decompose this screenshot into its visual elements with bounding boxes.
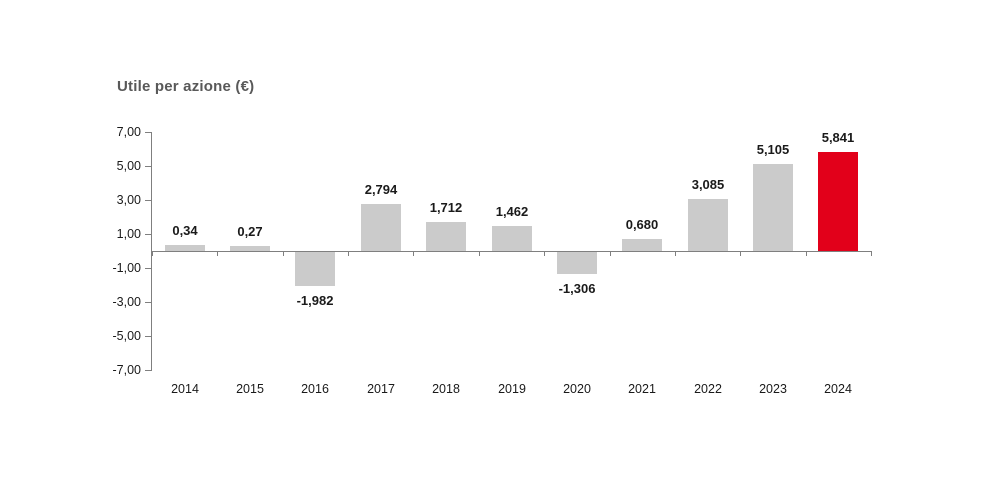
bar-2014 (165, 245, 205, 251)
y-axis-tick-label: 7,00 (116, 125, 141, 139)
x-axis-tick (479, 251, 480, 256)
x-axis-tick (544, 251, 545, 256)
bar-value-label-2016: -1,982 (296, 293, 334, 308)
bar-value-label-2014: 0,34 (172, 223, 198, 238)
bar-value-label-2019: 1,462 (495, 204, 529, 219)
bar-2022 (688, 199, 728, 251)
x-axis-category-label-2018: 2018 (432, 382, 460, 396)
x-axis-tick (152, 251, 153, 256)
y-axis-tick-label: -3,00 (112, 295, 142, 309)
x-axis-tick (413, 251, 414, 256)
bar-2015 (230, 246, 270, 251)
x-axis-category-label-2024: 2024 (824, 382, 852, 396)
x-axis-category-label-2020: 2020 (563, 382, 591, 396)
x-axis-category-label-2016: 2016 (301, 382, 329, 396)
bar-2020 (557, 252, 597, 274)
bar-value-label-2015: 0,27 (237, 224, 263, 239)
bar-value-label-2024: 5,841 (821, 130, 855, 145)
x-axis-tick (871, 251, 872, 256)
bar-value-label-2017: 2,794 (364, 182, 398, 197)
x-axis-tick (348, 251, 349, 256)
x-axis-tick (740, 251, 741, 256)
y-axis-tick (145, 336, 152, 337)
y-axis-tick-label: 5,00 (116, 159, 141, 173)
y-axis-tick-label: -5,00 (112, 329, 142, 343)
x-axis-zero-line (152, 251, 871, 252)
x-axis-category-label-2015: 2015 (236, 382, 264, 396)
x-axis-tick (610, 251, 611, 256)
x-axis-category-label-2022: 2022 (694, 382, 722, 396)
y-axis-tick-label: 3,00 (116, 193, 141, 207)
bar-value-label-2020: -1,306 (558, 281, 596, 296)
x-axis-category-label-2014: 2014 (171, 382, 199, 396)
bar-value-label-2018: 1,712 (429, 200, 463, 215)
x-axis-category-label-2021: 2021 (628, 382, 656, 396)
chart-title: Utile per azione (€) (117, 78, 255, 95)
y-axis-tick (145, 370, 152, 371)
bar-2021 (622, 239, 662, 251)
bar-2023 (753, 164, 793, 251)
x-axis-category-label-2023: 2023 (759, 382, 787, 396)
y-axis-tick (145, 302, 152, 303)
bar-value-label-2023: 5,105 (756, 142, 790, 157)
x-axis-tick (217, 251, 218, 256)
bar-2017 (361, 204, 401, 251)
bar-2018 (426, 222, 466, 251)
x-axis-tick (675, 251, 676, 256)
y-axis-tick (145, 132, 152, 133)
bar-2024 (818, 152, 858, 251)
y-axis-tick (145, 234, 152, 235)
y-axis-tick (145, 268, 152, 269)
y-axis-tick-label: -1,00 (112, 261, 142, 275)
x-axis-tick (806, 251, 807, 256)
x-axis-category-label-2017: 2017 (367, 382, 395, 396)
y-axis-tick-label: -7,00 (112, 363, 142, 377)
y-axis-line (151, 132, 152, 370)
y-axis-tick (145, 200, 152, 201)
y-axis-tick-label: 1,00 (116, 227, 141, 241)
bar-2019 (492, 226, 532, 251)
bar-2016 (295, 252, 335, 286)
bar-value-label-2022: 3,085 (691, 177, 725, 192)
x-axis-tick (283, 251, 284, 256)
bar-value-label-2021: 0,680 (625, 217, 659, 232)
x-axis-category-label-2019: 2019 (498, 382, 526, 396)
y-axis-tick (145, 166, 152, 167)
